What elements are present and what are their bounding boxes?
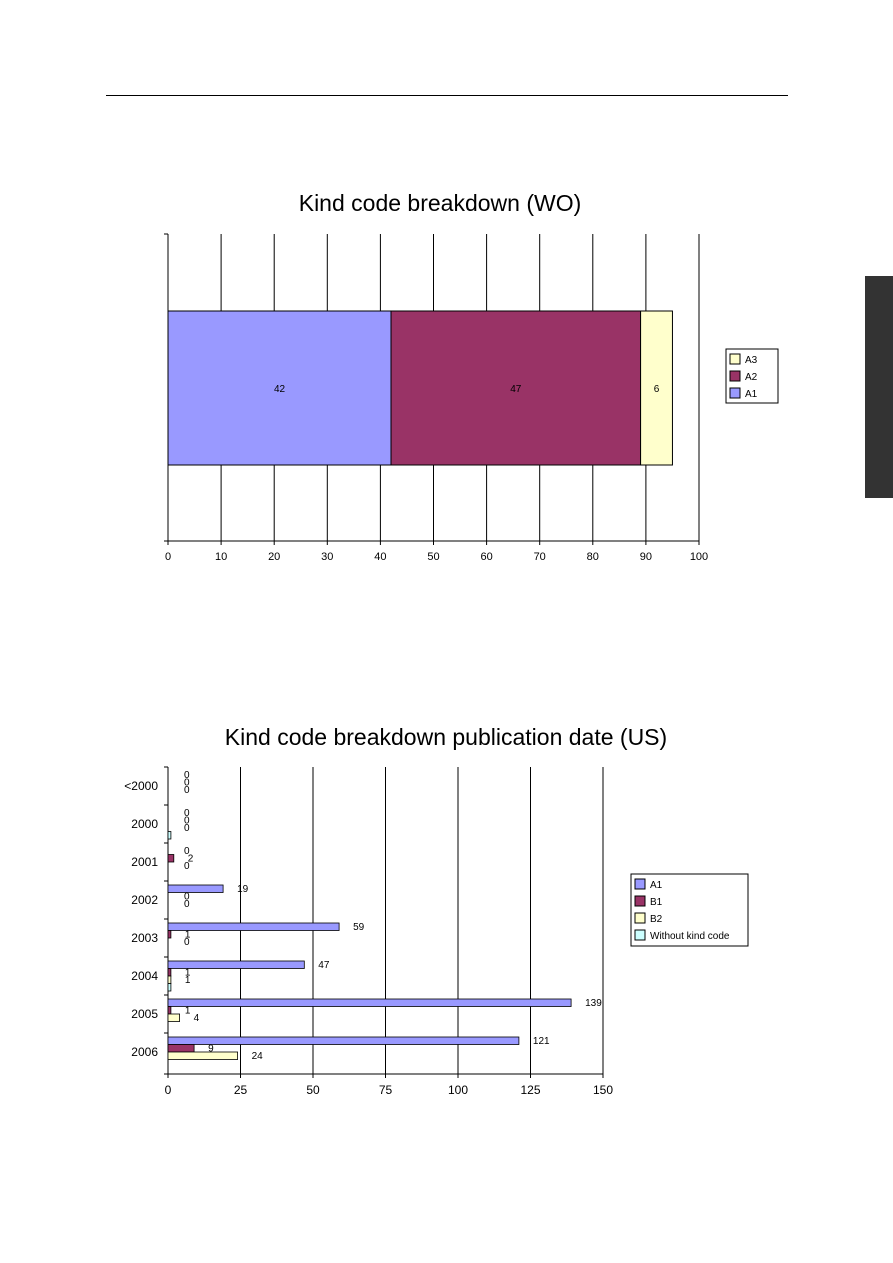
- chart1-legend-swatch-A1: [730, 388, 740, 398]
- chart2-x-tick-label: 100: [448, 1083, 468, 1097]
- chart2-data-label-B2: 0: [184, 861, 190, 872]
- chart1-legend-swatch-A2: [730, 371, 740, 381]
- chart2-category-label: 2002: [131, 893, 158, 907]
- chart2-legend-swatch-Without-kind-code: [635, 930, 645, 940]
- chart1-x-tick-label: 20: [268, 551, 280, 563]
- chart1-x-tick-label: 90: [640, 551, 652, 563]
- chart2-data-label-B2: 4: [194, 1013, 200, 1024]
- chart2-x-tick-label: 125: [520, 1083, 540, 1097]
- chart2-bar-Without kind code: [168, 984, 171, 992]
- chart2-data-label-A1: 19: [237, 884, 249, 895]
- chart1-x-tick-label: 10: [215, 551, 227, 563]
- chart2-data-label-B1: 1: [185, 1006, 191, 1017]
- chart2-category-label: 2003: [131, 931, 158, 945]
- chart2-category-label: 2000: [131, 817, 158, 831]
- chart2-legend-swatch-B1: [635, 896, 645, 906]
- chart2-data-label-B2: 1: [185, 975, 191, 986]
- chart1-legend-label-A2: A2: [745, 372, 758, 383]
- chart2-x-tick-label: 50: [306, 1083, 320, 1097]
- chart1-x-tick-label: 30: [321, 551, 333, 563]
- chart2-data-label-B2: 24: [252, 1051, 264, 1062]
- chart1-x-tick-label: 70: [534, 551, 546, 563]
- chart1-legend-swatch-A3: [730, 354, 740, 364]
- chart1-bar-label-A2: 47: [510, 384, 522, 395]
- chart2-bar-Without kind code: [168, 832, 171, 840]
- chart2-data-label-B2: 0: [184, 899, 190, 910]
- chart1-legend-label-A3: A3: [745, 355, 758, 366]
- chart1-x-tick-label: 40: [374, 551, 386, 563]
- chart2-bar-B1: [168, 969, 171, 977]
- chart2-bar-A1: [168, 923, 339, 931]
- chart2-legend-label-B2: B2: [650, 914, 663, 925]
- chart2-bar-B2: [168, 1014, 180, 1022]
- chart2-legend-swatch-A1: [635, 879, 645, 889]
- chart2-legend-label-A1: A1: [650, 880, 663, 891]
- chart1-x-tick-label: 100: [690, 551, 708, 563]
- chart2-bar-A1: [168, 885, 223, 893]
- chart1-x-tick-label: 60: [480, 551, 492, 563]
- chart2-legend-label-B1: B1: [650, 897, 663, 908]
- chart2-x-tick-label: 25: [234, 1083, 248, 1097]
- chart2-category-label: 2006: [131, 1045, 158, 1059]
- chart2-data-label-A1: 47: [318, 960, 330, 971]
- chart2-bar-B1: [168, 1007, 171, 1015]
- chart2-data-label-A1: 59: [353, 922, 365, 933]
- chart2-x-tick-label: 0: [165, 1083, 172, 1097]
- chart2-bar-B1: [168, 1045, 194, 1053]
- chart2-x-tick-label: 150: [593, 1083, 613, 1097]
- chart2-bar-B1: [168, 855, 174, 863]
- chart2-category-label: 2001: [131, 855, 158, 869]
- chart2-data-label-B2: 0: [184, 823, 190, 834]
- chart1-x-tick-label: 50: [427, 551, 439, 563]
- chart1-x-tick-label: 0: [165, 551, 171, 563]
- chart2-data-label-A1: 139: [585, 998, 602, 1009]
- chart1-bar-label-A1: 42: [274, 384, 286, 395]
- chart2-data-label-A1: 121: [533, 1036, 550, 1047]
- chart2-data-label-B2: 0: [184, 937, 190, 948]
- chart2-category-label: 2004: [131, 969, 158, 983]
- chart2-bar-A1: [168, 999, 571, 1007]
- chart2-bar-B1: [168, 931, 171, 939]
- chart2-bar-A1: [168, 1037, 519, 1045]
- chart1-bar-label-A3: 6: [654, 384, 660, 395]
- chart1-legend-label-A1: A1: [745, 389, 758, 400]
- chart2-bar-B2: [168, 1052, 238, 1060]
- chart1-x-tick-label: 80: [587, 551, 599, 563]
- chart2-bar-B2: [168, 976, 171, 984]
- chart2-legend-label-Without-kind-code: Without kind code: [650, 931, 730, 942]
- chart2-category-label: 2005: [131, 1007, 158, 1021]
- chart2-category-label: <2000: [124, 779, 158, 793]
- chart2-x-tick-label: 75: [379, 1083, 393, 1097]
- chart2-legend-swatch-B2: [635, 913, 645, 923]
- chart2-data-label-B2: 0: [184, 785, 190, 796]
